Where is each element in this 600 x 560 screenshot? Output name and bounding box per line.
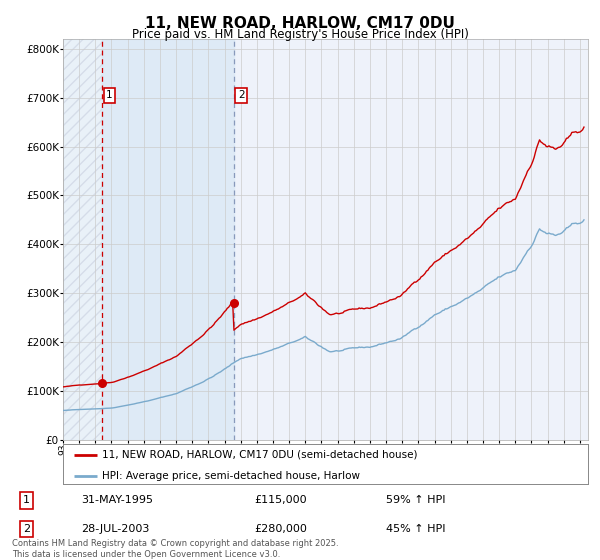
Bar <box>63 39 102 440</box>
Text: 28-JUL-2003: 28-JUL-2003 <box>81 524 149 534</box>
Text: 2: 2 <box>23 524 30 534</box>
Text: 11, NEW ROAD, HARLOW, CM17 0DU (semi-detached house): 11, NEW ROAD, HARLOW, CM17 0DU (semi-det… <box>103 450 418 460</box>
Text: £115,000: £115,000 <box>254 496 307 506</box>
Text: 1: 1 <box>106 90 113 100</box>
Text: £280,000: £280,000 <box>254 524 307 534</box>
Text: Contains HM Land Registry data © Crown copyright and database right 2025.
This d: Contains HM Land Registry data © Crown c… <box>12 539 338 559</box>
Text: 11, NEW ROAD, HARLOW, CM17 0DU: 11, NEW ROAD, HARLOW, CM17 0DU <box>145 16 455 31</box>
Text: 45% ↑ HPI: 45% ↑ HPI <box>386 524 446 534</box>
Text: 2: 2 <box>238 90 245 100</box>
Bar <box>102 39 234 440</box>
Text: Price paid vs. HM Land Registry's House Price Index (HPI): Price paid vs. HM Land Registry's House … <box>131 28 469 41</box>
Bar <box>63 39 102 440</box>
Bar <box>63 39 102 440</box>
Text: 31-MAY-1995: 31-MAY-1995 <box>81 496 153 506</box>
Text: 59% ↑ HPI: 59% ↑ HPI <box>386 496 446 506</box>
Text: HPI: Average price, semi-detached house, Harlow: HPI: Average price, semi-detached house,… <box>103 470 361 480</box>
Text: 1: 1 <box>23 496 30 506</box>
